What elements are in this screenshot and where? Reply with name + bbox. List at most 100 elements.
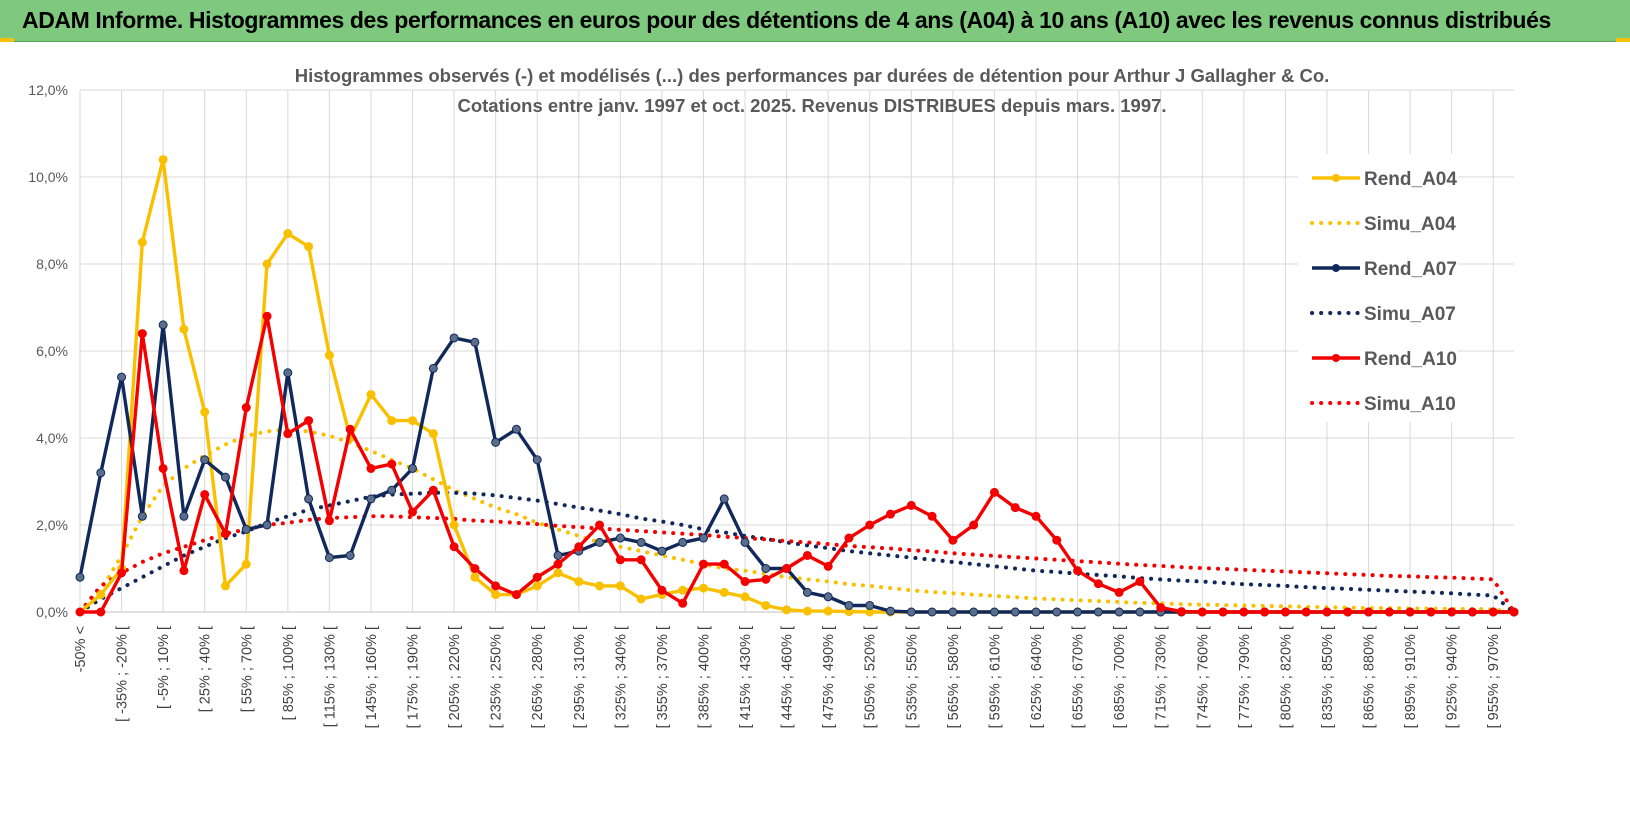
rend-a10-point (1405, 607, 1415, 617)
rend-a10-point (844, 533, 854, 543)
rend-a10-point (1218, 607, 1228, 617)
rend-a07-point (844, 600, 854, 610)
rend-a04-legend-marker (1332, 174, 1340, 182)
x-tick-label: [ 115% ; 130% [ (322, 626, 338, 727)
x-tick-label: [ 895% ; 910% [ (1403, 626, 1419, 728)
rend-a07-point (927, 607, 937, 617)
rend-a04-point (179, 324, 189, 334)
y-tick-label: 0,0% (36, 604, 68, 620)
rend-a10-point (574, 542, 584, 552)
rend-a10-point (1467, 607, 1477, 617)
x-tick-label: [ 745% ; 760% [ (1195, 626, 1211, 728)
rend-a10-point (823, 561, 833, 571)
rend-a04-point (761, 600, 771, 610)
rend-a07-point (1052, 607, 1062, 617)
rend-a10-point (1280, 607, 1290, 617)
rend-a10-point (241, 403, 251, 413)
rend-a04-point (719, 587, 729, 597)
y-tick-label: 2,0% (36, 517, 68, 533)
rend-a07-point (553, 550, 563, 560)
rend-a10-point (948, 535, 958, 545)
rend-a10-point (989, 487, 999, 497)
x-tick-label: [ 685% ; 700% [ (1112, 626, 1128, 728)
rend-a07-point (948, 607, 958, 617)
rend-a04-point (782, 605, 792, 615)
rend-a07-point (200, 455, 210, 465)
rend-a07-point (657, 546, 667, 556)
chart-subtitle: Cotations entre janv. 1997 et oct. 2025.… (457, 95, 1166, 116)
rend-a07-point (345, 550, 355, 560)
rend-a07-point (1114, 607, 1124, 617)
rend-a07-point (137, 511, 147, 521)
x-tick-label: [ 25% ; 40% [ (198, 626, 214, 712)
rend-a10-point (553, 559, 563, 569)
rend-a07-point (220, 472, 230, 482)
rend-a07-point (636, 537, 646, 547)
x-tick-label: [ 535% ; 550% [ (904, 626, 920, 728)
rend-a07-point (262, 520, 272, 530)
rend-a04-point (428, 429, 438, 439)
rend-a07-point (761, 564, 771, 573)
rend-a07-point (491, 437, 501, 447)
y-axis-ticks: 0,0% 2,0% 4,0% 6,0% 8,0% 10,0% 12,0% (28, 82, 68, 620)
rend-a07-legend-marker (1332, 264, 1340, 272)
rend-a07-point (117, 372, 127, 382)
rend-a10-legend-label: Rend_A10 (1364, 349, 1457, 370)
rend-a07-point (428, 363, 438, 373)
rend-a10-point (1114, 587, 1124, 597)
x-tick-label: [ 85% ; 100% [ (281, 626, 297, 720)
rend-a10-point (96, 607, 106, 617)
rend-a07-point (283, 368, 293, 378)
rend-a10-point (865, 520, 875, 530)
report-title: ADAM Informe. Histogrammes des performan… (22, 7, 1551, 33)
rend-a10-point (886, 509, 896, 519)
rend-a07-point (615, 533, 625, 543)
rend-a10-point (304, 416, 314, 426)
rend-a10-point (137, 329, 147, 339)
left-corner-mark (0, 38, 14, 42)
rend-a07-point (1010, 607, 1020, 617)
rend-a07-point (408, 463, 418, 473)
y-tick-label: 8,0% (36, 256, 68, 272)
x-tick-label: -50% < (73, 626, 89, 672)
rend-a10-point (345, 424, 355, 434)
rend-a04-point (387, 416, 397, 426)
rend-a07-point (719, 494, 729, 504)
rend-a07-point (470, 337, 480, 347)
rend-a07-point (449, 333, 459, 343)
rend-a04-point (96, 590, 106, 600)
x-tick-label: [ 205% ; 220% [ (447, 626, 463, 728)
x-tick-label: [ 415% ; 430% [ (738, 626, 754, 728)
simu-a10-legend-label: Simu_A10 (1364, 394, 1456, 415)
x-tick-label: [ 145% ; 160% [ (364, 626, 380, 728)
x-tick-label: [ 805% ; 820% [ (1278, 626, 1294, 728)
rend-a07-point (678, 537, 688, 547)
rend-a10-point (678, 598, 688, 608)
rend-a10-point (387, 459, 397, 469)
rend-a07-point (158, 320, 168, 330)
rend-a10-point (511, 590, 521, 600)
rend-a07-point (823, 592, 833, 602)
rend-a10-point (262, 311, 272, 321)
rend-a07-point (241, 524, 251, 534)
rend-a10-point (1135, 577, 1145, 587)
x-tick-label: [ 775% ; 790% [ (1237, 626, 1253, 728)
x-tick-label: [ 835% ; 850% [ (1320, 626, 1336, 728)
rend-a07-point (802, 587, 812, 597)
rend-a07-point (1093, 607, 1103, 617)
rend-a04-point (158, 155, 168, 165)
rend-a10-point (1073, 566, 1083, 576)
rend-a10-point (657, 585, 667, 595)
rend-a04-point (324, 350, 334, 360)
rend-a04-point (304, 242, 314, 252)
rend-a04-point (449, 520, 459, 530)
right-corner-mark (1616, 38, 1630, 42)
rend-a10-point (1031, 511, 1041, 521)
rend-a10-point (969, 520, 979, 530)
legend: Rend_A04 Simu_A04 Rend_A07 Simu_A07 Rend_A10… (1298, 154, 1458, 422)
rend-a07-point (1031, 607, 1041, 617)
rend-a10-point (1384, 607, 1394, 617)
rend-a10-point (1426, 607, 1436, 617)
rend-a07-point (989, 607, 999, 617)
simu-a07-legend-label: Simu_A07 (1364, 304, 1456, 325)
